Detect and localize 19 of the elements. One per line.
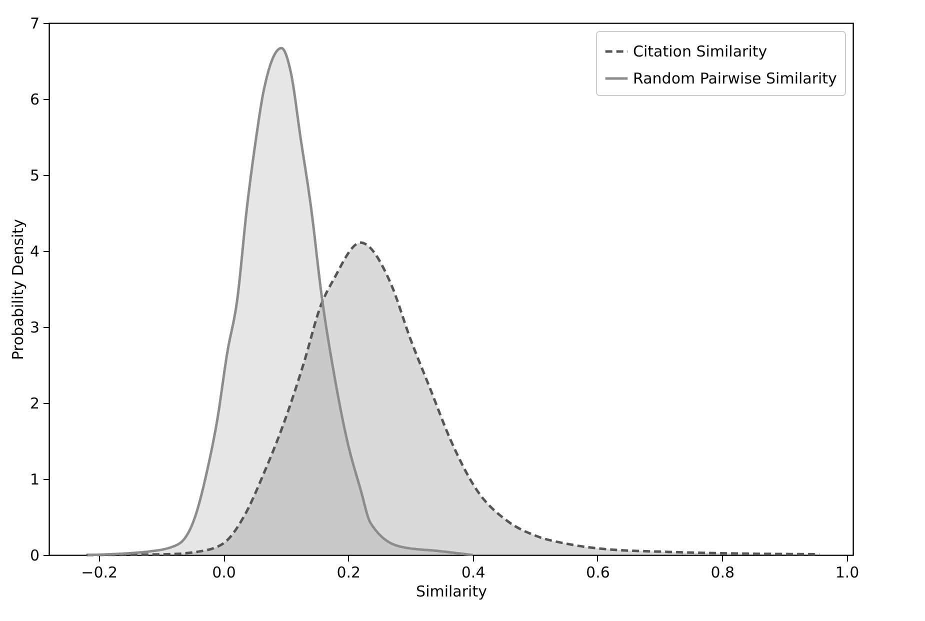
x-axis-title: Similarity xyxy=(416,582,488,600)
y-tick-label: 6 xyxy=(30,90,40,108)
y-axis-title: Probability Density xyxy=(8,218,27,360)
y-tick-label: 7 xyxy=(30,14,40,32)
y-tick-label: 3 xyxy=(30,318,40,336)
x-tick-label: 0.6 xyxy=(586,564,610,582)
y-tick-label: 1 xyxy=(30,470,40,488)
x-tick-label: −0.2 xyxy=(81,564,118,582)
x-tick-label: 0.0 xyxy=(212,564,236,582)
x-tick-label: 0.2 xyxy=(336,564,361,582)
y-tick-label: 2 xyxy=(30,394,40,412)
x-tick-label: 1.0 xyxy=(835,564,860,582)
x-tick-label: 0.8 xyxy=(710,564,735,582)
legend-label: Citation Similarity xyxy=(633,42,768,60)
y-tick-label: 4 xyxy=(30,242,40,260)
y-tick-label: 5 xyxy=(30,166,40,184)
y-tick-label: 0 xyxy=(30,546,40,564)
legend-label: Random Pairwise Similarity xyxy=(633,70,838,88)
x-tick-label: 0.4 xyxy=(461,564,486,582)
